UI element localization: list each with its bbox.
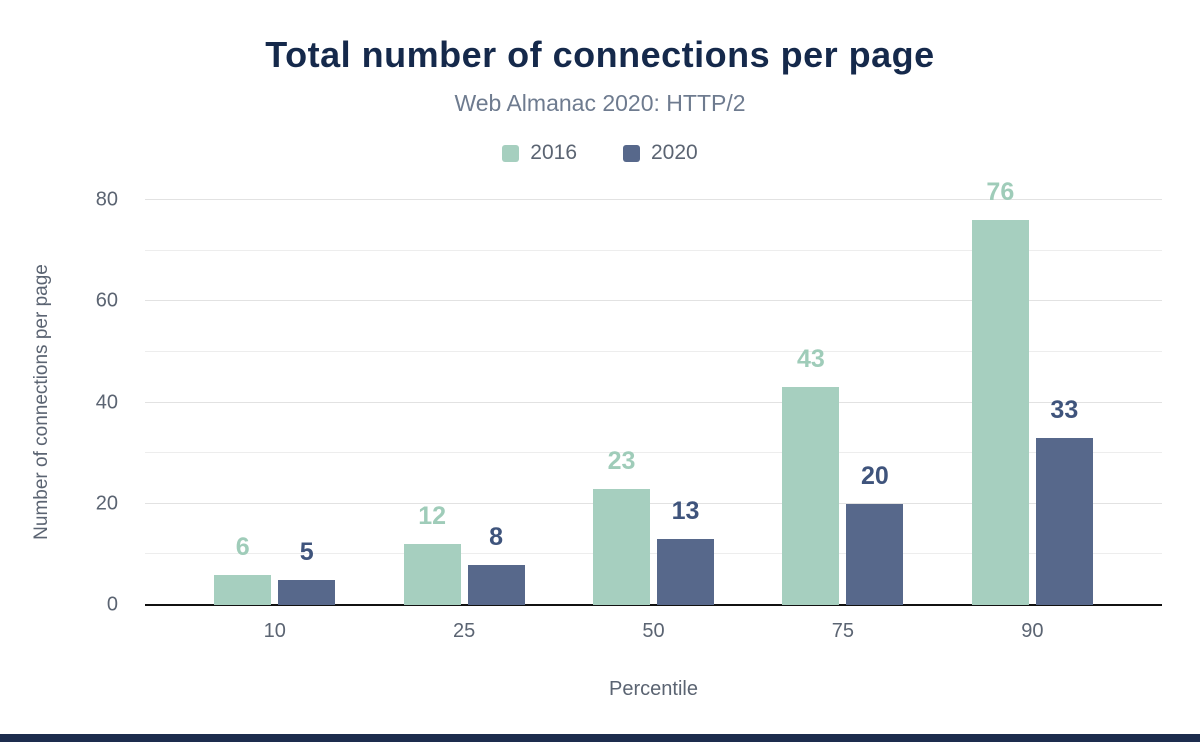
bar-2016-p75[interactable]: 43 [782,345,840,605]
x-tick-label-25: 25 [452,620,476,642]
x-tick-label-90: 90 [1021,620,1044,642]
gridline-50 [145,350,1162,352]
bar-value-label-2016-p25: 12 [418,502,447,531]
bar-value-label-2020-p75: 20 [861,461,889,490]
bar-group-p25: 12 8 [369,200,558,605]
bar-2020-p90[interactable]: 33 [1035,396,1093,605]
plot-area: 6 5 12 8 23 13 43 20 76 33 [145,178,1162,606]
bar-value-label-2016-p10: 6 [235,532,250,561]
bar-value-label-2020-p90: 33 [1050,395,1079,424]
gridline-70 [145,249,1162,251]
gridline-80 [145,199,1162,200]
gridline-60 [145,300,1162,302]
y-tick-label-20: 20 [95,492,118,515]
bar-value-label-2016-p75: 43 [797,345,825,374]
x-tick-label-75: 75 [831,620,855,642]
gridline-20 [145,502,1162,504]
bar-2020-p50[interactable]: 13 [657,497,715,605]
x-tick-label-10: 10 [263,620,286,642]
chart-title: Total number of connections per page [265,34,935,75]
legend-label: 2020 [651,141,698,164]
bar-group-p50: 23 13 [559,200,748,605]
bar-2020-p10[interactable]: 5 [278,538,336,605]
y-axis-title: Number of connections per page [31,264,52,540]
x-axis-line [145,604,1162,606]
gridline-30 [145,452,1162,454]
bar-value-label-2020-p10: 5 [299,537,314,566]
bar-group-p75: 43 20 [748,200,937,605]
x-tick-label-50: 50 [642,620,665,642]
legend-item-2020[interactable]: 2020 [623,141,698,165]
bar-group-p90: 76 33 [938,178,1127,605]
y-tick-label-40: 40 [95,391,118,413]
legend-label: 2016 [530,141,577,164]
chart-subtitle: Web Almanac 2020: HTTP/2 [454,90,746,116]
y-tick-label-0: 0 [106,593,118,616]
bar-2020-p25[interactable]: 8 [467,523,525,605]
legend: 2016 2020 [0,141,1200,165]
y-axis-labels: 0 20 40 60 80 [58,189,130,616]
footer-strip [0,734,1200,742]
bar-value-label-2016-p90: 76 [986,178,1015,207]
bar-2020-p75[interactable]: 20 [846,462,904,605]
bar-2016-p10[interactable]: 6 [214,533,272,605]
legend-swatch-2020 [623,144,640,162]
bar-value-label-2020-p50: 13 [671,497,700,526]
bar-value-label-2020-p25: 8 [489,522,504,551]
bar-value-label-2016-p50: 23 [607,446,636,475]
bar-2016-p90[interactable]: 76 [971,178,1029,605]
gridline-40 [145,401,1162,403]
bar-2016-p25[interactable]: 12 [403,502,461,605]
y-tick-label-80: 80 [95,188,118,211]
y-tick-label-60: 60 [95,289,118,312]
legend-swatch-2016 [502,144,520,162]
gridline-10 [145,553,1162,555]
x-axis-labels: 10 25 50 75 90 [145,620,1162,643]
x-axis-title: Percentile [609,678,698,700]
bar-2016-p50[interactable]: 23 [593,447,651,605]
legend-item-2016[interactable]: 2016 [502,141,577,165]
